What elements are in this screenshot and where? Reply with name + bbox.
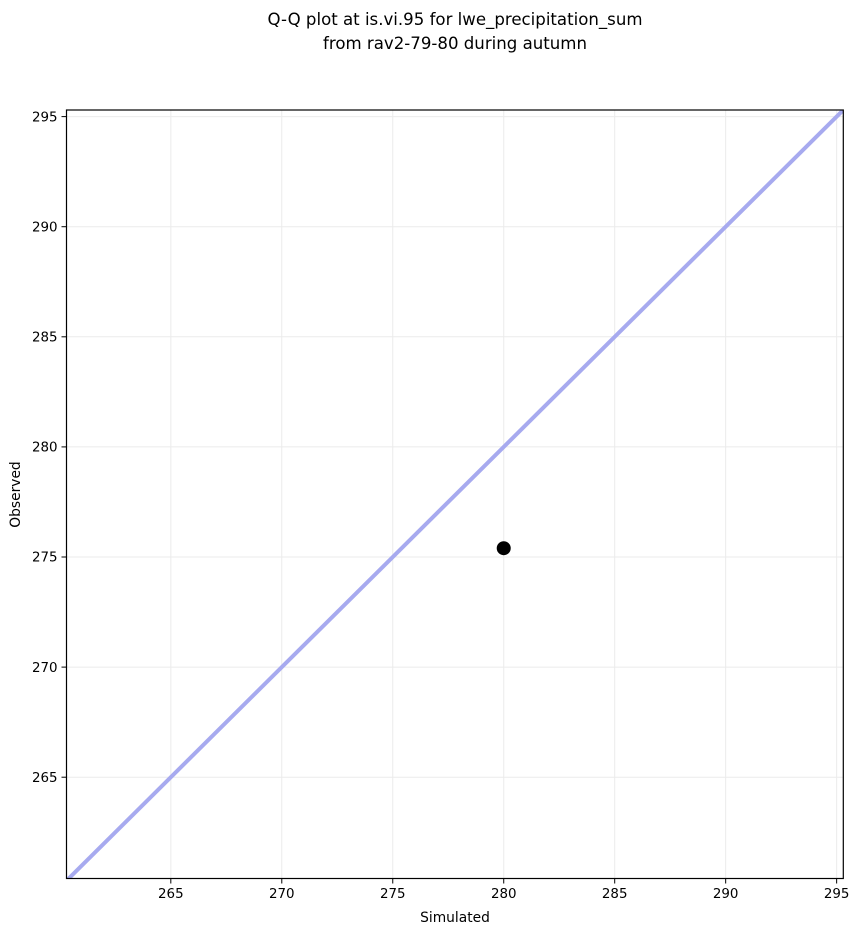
y-tick-label: 265 (32, 771, 58, 786)
y-tick-label: 295 (32, 110, 58, 125)
x-axis-label: Simulated (420, 910, 490, 926)
chart-title-line-1: Q-Q plot at is.vi.95 for lwe_precipitati… (267, 10, 642, 30)
y-axis-label: Observed (8, 461, 24, 527)
x-tick-label: 265 (158, 887, 184, 902)
x-tick-label: 270 (269, 887, 295, 902)
plot-border (65, 109, 844, 880)
x-tick-label: 295 (824, 887, 850, 902)
y-tick-label: 280 (32, 441, 58, 456)
grid-layer (66, 110, 844, 879)
x-tick-label: 285 (602, 887, 628, 902)
data-point (496, 541, 511, 556)
chart-title-line-2: from rav2-79-80 during autumn (323, 34, 587, 53)
tick-layer: 265 270 275 280 285 290 295 265 270 275 280 285 290 2… (32, 110, 849, 902)
x-tick-label: 280 (491, 887, 517, 902)
y-tick-label: 285 (32, 331, 58, 346)
x-tick-label: 290 (713, 887, 739, 902)
series-layer (66, 110, 844, 879)
y-tick-label: 275 (32, 551, 58, 566)
y-tick-label: 290 (32, 220, 58, 235)
y-tick-label: 270 (32, 661, 58, 676)
x-tick-label: 275 (380, 887, 406, 902)
identity-line (66, 110, 844, 879)
